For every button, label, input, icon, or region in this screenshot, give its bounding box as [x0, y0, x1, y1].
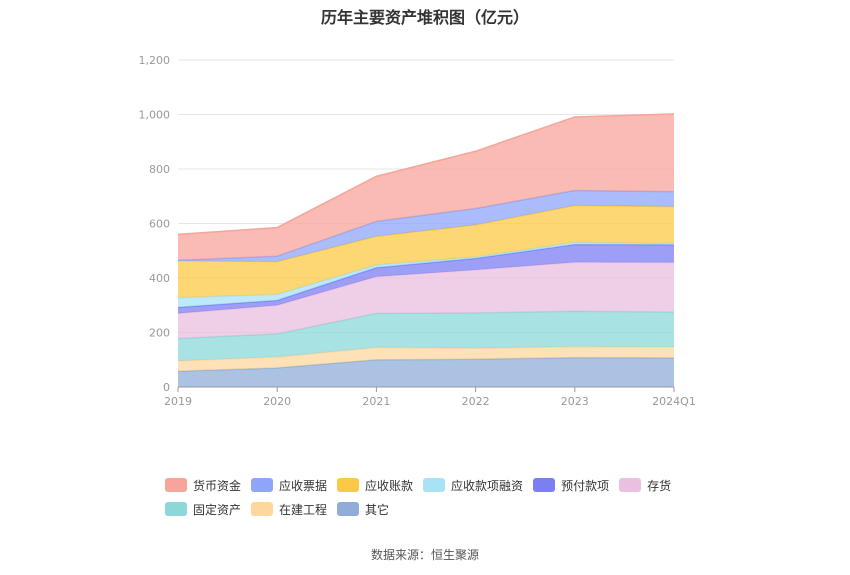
y-tick-label: 600 — [149, 218, 170, 231]
legend-label: 固定资产 — [193, 502, 242, 517]
legend-item[interactable]: 预付款项 — [533, 477, 609, 494]
area-series — [177, 113, 675, 387]
legend-swatch — [165, 502, 187, 516]
data-source: 数据来源：恒生聚源 — [370, 548, 479, 562]
legend-item[interactable]: 存货 — [619, 477, 671, 494]
x-tick-label: 2020 — [263, 395, 291, 408]
legend-swatch — [619, 478, 642, 492]
area-series-预付款项 — [178, 244, 674, 314]
y-tick-label: 1,000 — [139, 109, 171, 122]
legend-label: 应收款项融资 — [451, 478, 524, 493]
legend-swatch — [251, 502, 274, 516]
legend-swatch — [337, 502, 360, 516]
legend-swatch — [165, 478, 187, 492]
x-tick-label: 2024Q1 — [652, 395, 696, 408]
legend-label: 存货 — [647, 478, 672, 493]
x-tick-label: 2019 — [164, 395, 192, 408]
legend-label: 在建工程 — [279, 502, 328, 517]
legend-item[interactable]: 其它 — [337, 501, 389, 518]
area-series-应收账款 — [178, 205, 674, 298]
y-tick-label: 0 — [163, 381, 170, 394]
legend: 货币资金 应收票据 应收账款 应收款项融资 预付款项 存货 固定资产 在建工程 其它 — [165, 473, 725, 521]
legend-swatch — [251, 478, 274, 492]
legend-label: 货币资金 — [193, 478, 242, 493]
y-axis-ticks: 0 200 400 600 800 1,000 1,200 — [139, 54, 171, 394]
area-series-在建工程 — [178, 346, 674, 372]
chart-title: 历年主要资产堆积图（亿元） — [320, 8, 529, 27]
stacked-area-chart: 0 200 400 600 800 1,000 1,200 2019 2020 2021 2022… — [139, 54, 696, 408]
area-series-应收票据 — [178, 190, 674, 262]
legend-swatch — [337, 478, 360, 492]
legend-swatch — [423, 478, 446, 492]
area-series-存货 — [178, 262, 674, 339]
y-tick-label: 800 — [149, 163, 170, 176]
legend-item[interactable]: 在建工程 — [251, 501, 327, 518]
legend-row-1: 货币资金 应收票据 应收账款 应收款项融资 预付款项 存货 — [165, 473, 725, 497]
area-series-应收款项融资 — [178, 242, 674, 308]
area-series-固定资产 — [178, 311, 674, 361]
area-series-货币资金 — [178, 113, 674, 261]
x-axis: 2019 2020 2021 2022 2023 2024Q1 — [164, 386, 696, 408]
x-tick-label: 2023 — [561, 395, 589, 408]
legend-item[interactable]: 应收款项融资 — [423, 477, 523, 494]
y-tick-label: 400 — [149, 272, 170, 285]
series-line-货币资金 — [177, 113, 675, 236]
legend-item[interactable]: 应收票据 — [251, 477, 327, 494]
area-series-其它 — [178, 357, 674, 387]
x-tick-label: 2021 — [362, 395, 390, 408]
legend-item[interactable]: 应收账款 — [337, 477, 413, 494]
legend-label: 预付款项 — [561, 478, 610, 493]
legend-row-2: 固定资产 在建工程 其它 — [165, 497, 725, 521]
legend-item[interactable]: 固定资产 — [165, 501, 241, 518]
legend-label: 其它 — [365, 502, 390, 517]
y-tick-label: 200 — [149, 327, 170, 340]
legend-swatch — [533, 478, 556, 492]
legend-item[interactable]: 货币资金 — [165, 477, 241, 494]
x-tick-label: 2022 — [462, 395, 490, 408]
legend-label: 应收账款 — [365, 478, 414, 493]
legend-label: 应收票据 — [279, 478, 328, 493]
y-tick-label: 1,200 — [139, 54, 171, 67]
